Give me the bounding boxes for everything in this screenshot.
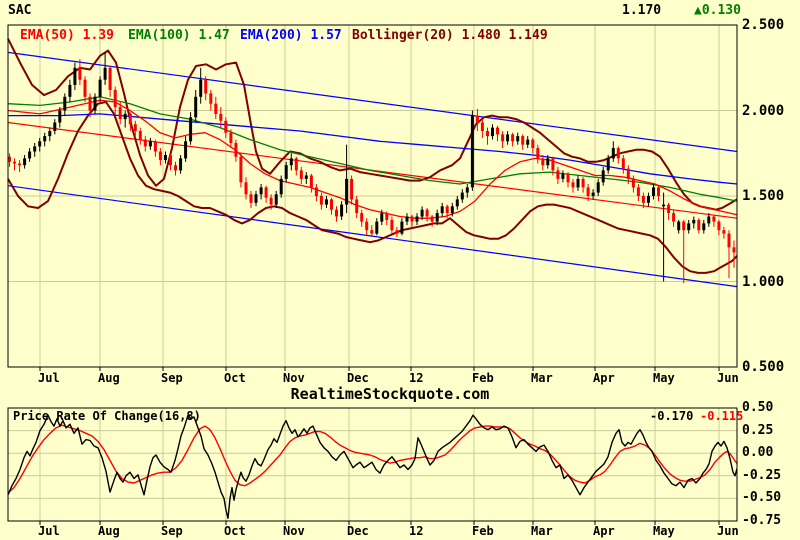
roc-x-axis-label: Aug <box>98 524 120 538</box>
roc-x-axis-label: Nov <box>283 524 305 538</box>
roc-signal-last-value: -0.115 <box>700 409 744 423</box>
roc-x-axis-label: Mar <box>531 524 553 538</box>
main-x-axis-label: Aug <box>98 371 120 385</box>
roc-y-axis-label: -0.50 <box>742 490 782 506</box>
main-x-axis-label: Jul <box>38 371 60 385</box>
roc-y-axis-label: -0.25 <box>742 467 782 483</box>
main-x-axis-label: Oct <box>224 371 246 385</box>
roc-x-axis-label: Dec <box>347 524 369 538</box>
legend-bollinger: Bollinger(20) 1.480 1.149 <box>352 28 548 43</box>
roc-y-axis-label: 0.25 <box>742 422 774 438</box>
main-x-axis-label: May <box>653 371 675 385</box>
main-y-axis-label: 0.500 <box>742 359 785 375</box>
roc-x-axis-label: Jun <box>717 524 739 538</box>
roc-x-axis-label: Apr <box>593 524 615 538</box>
legend-ema50: EMA(50) 1.39 <box>20 28 114 43</box>
main-x-axis-label: Dec <box>347 371 369 385</box>
last-price: 1.170 <box>622 3 662 18</box>
roc-x-axis-label: May <box>653 524 675 538</box>
main-x-axis-label: Apr <box>593 371 615 385</box>
roc-x-axis-label: Oct <box>224 524 246 538</box>
price-change: ▲0.130 <box>694 4 741 17</box>
main-x-axis-label: Sep <box>161 371 183 385</box>
roc-x-axis-label: Feb <box>472 524 494 538</box>
legend-ema200: EMA(200) 1.57 <box>240 28 342 43</box>
legend-ema100: EMA(100) 1.47 <box>128 28 230 43</box>
main-y-axis-label: 2.000 <box>742 102 785 119</box>
roc-last-value: -0.170 <box>650 409 694 423</box>
ticker-symbol: SAC <box>8 3 32 18</box>
roc-x-axis-label: Jul <box>38 524 60 538</box>
roc-x-axis-label: 12 <box>409 524 424 538</box>
roc-y-axis-label: 0.50 <box>742 400 774 415</box>
roc-x-axis-label: Sep <box>161 524 183 538</box>
main-x-axis-label: 12 <box>409 371 424 385</box>
roc-y-axis-label: 0.00 <box>742 445 774 461</box>
price-change-value: 0.130 <box>701 3 741 18</box>
roc-y-axis-label: -0.75 <box>742 513 782 528</box>
roc-title: Price Rate Of Change(16,8) <box>13 409 201 423</box>
main-x-axis-label: Jun <box>717 371 739 385</box>
main-x-axis-label: Mar <box>531 371 553 385</box>
main-y-axis-label: 1.500 <box>742 188 785 204</box>
main-y-axis-label: 1.000 <box>742 273 785 290</box>
up-arrow-icon: ▲ <box>694 3 702 18</box>
main-y-axis-label: 2.500 <box>742 17 785 33</box>
main-x-axis-label: Nov <box>283 371 305 385</box>
main-x-axis-label: Feb <box>472 371 494 385</box>
watermark: RealtimeStockquote.com <box>290 385 490 403</box>
